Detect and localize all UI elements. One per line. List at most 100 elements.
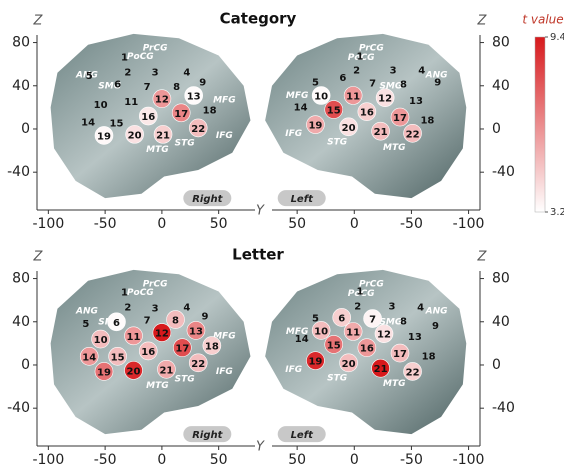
electrode-label: 2	[124, 68, 131, 79]
figure: -100-50050-4004080ZYCategoryPrCGPoCGANGS…	[0, 0, 564, 465]
electrode-label: 3	[389, 302, 396, 313]
x-axis-label: Y	[256, 440, 265, 455]
x-tick-label: -50	[400, 452, 423, 465]
electrode-label: 14	[81, 117, 95, 128]
x-tick-label: -100	[32, 216, 64, 232]
x-axis-label: Y	[256, 204, 265, 219]
electrode-label: 2	[124, 303, 131, 314]
electrode-label: 11	[124, 97, 138, 108]
electrode-label: 12	[377, 330, 391, 341]
y-axis-label: Z	[33, 250, 44, 265]
electrode-label: 17	[393, 349, 407, 360]
electrode-label: 18	[203, 106, 217, 117]
y-tick-label: 80	[12, 271, 30, 287]
y-tick-label: 0	[21, 121, 30, 137]
electrode-label: 19	[97, 131, 111, 142]
electrode-label: 17	[174, 109, 188, 120]
electrode-label: 22	[191, 359, 205, 370]
electrode-label: 3	[152, 68, 159, 79]
panel-title: Letter	[232, 246, 284, 264]
region-label: MFG	[213, 95, 236, 105]
y-tick-label: 40	[12, 314, 30, 330]
electrode-label: 22	[406, 367, 420, 378]
colorbar-tick-label: 9.4	[550, 32, 564, 43]
electrode-label: 5	[86, 71, 93, 82]
electrode-label: 18	[205, 342, 219, 353]
electrode-label: 13	[408, 332, 422, 343]
electrode-label: 7	[144, 82, 151, 93]
electrode-label: 16	[360, 108, 374, 119]
electrode-label: 21	[374, 127, 388, 138]
electrode-label: 15	[111, 352, 125, 363]
electrode-label: 1	[357, 286, 364, 297]
x-tick-label: -50	[94, 216, 117, 232]
region-label: ANG	[425, 306, 448, 316]
electrode-label: 13	[187, 91, 201, 102]
electrode-label: 10	[94, 100, 108, 111]
electrode-label: 16	[141, 112, 155, 123]
region-label: IFG	[216, 367, 233, 377]
x-tick-label: 0	[350, 452, 359, 465]
electrode-label: 12	[378, 94, 392, 105]
electrode-label: 7	[144, 316, 151, 327]
region-label: IFG	[285, 129, 302, 139]
electrode-label: 4	[183, 303, 190, 314]
x-tick-label: 0	[157, 216, 166, 232]
x-tick-label: -50	[94, 452, 117, 465]
y-tick-label: -40	[492, 400, 515, 416]
electrode-label: 15	[327, 340, 341, 351]
electrode-label: 7	[369, 79, 376, 90]
y-tick-label: 0	[492, 121, 501, 137]
x-tick-label: 0	[350, 216, 359, 232]
electrode-label: 9	[434, 77, 441, 88]
hemisphere-label: Left	[291, 194, 315, 205]
x-tick-label: -100	[453, 216, 485, 232]
electrode-label: 14	[294, 102, 308, 113]
x-tick-label: 50	[288, 452, 306, 465]
y-tick-label: -40	[7, 164, 30, 180]
x-tick-label: 50	[210, 216, 228, 232]
region-label: MTG	[383, 379, 405, 389]
electrode-label: 14	[82, 352, 96, 363]
y-tick-label: 40	[492, 78, 510, 94]
electrode-label: 6	[113, 318, 120, 329]
electrode-label: 6	[114, 80, 121, 91]
electrode-label: 20	[127, 366, 141, 377]
y-tick-label: 80	[492, 35, 510, 51]
x-tick-label: 50	[210, 452, 228, 465]
electrode-label: 22	[406, 129, 420, 140]
region-label: MFG	[286, 91, 309, 101]
y-tick-label: 0	[492, 357, 501, 373]
y-axis-label: Z	[477, 14, 488, 29]
hemisphere-label: Right	[192, 430, 223, 441]
electrode-label: 9	[202, 311, 209, 322]
electrode-label: 8	[172, 316, 179, 327]
electrode-label: 4	[417, 303, 424, 314]
region-label: PoCG	[127, 288, 154, 298]
electrode-label: 21	[374, 364, 388, 375]
y-tick-label: 80	[12, 35, 30, 51]
electrode-label: 17	[393, 113, 407, 124]
electrode-label: 22	[191, 124, 205, 135]
electrode-label: 10	[314, 326, 328, 337]
electrode-label: 9	[432, 321, 439, 332]
electrode-label: 12	[155, 95, 169, 106]
hemisphere-label: Left	[291, 430, 315, 441]
colorbar	[535, 37, 545, 212]
electrode-label: 6	[339, 73, 346, 84]
x-tick-label: -100	[32, 452, 64, 465]
y-tick-label: 40	[492, 314, 510, 330]
electrode-label: 21	[156, 130, 170, 141]
electrode-label: 2	[354, 302, 361, 313]
electrode-label: 15	[327, 106, 341, 117]
electrode-label: 4	[183, 68, 190, 79]
x-tick-label: 50	[288, 216, 306, 232]
electrode-label: 17	[175, 344, 189, 355]
electrode-label: 20	[128, 130, 142, 141]
electrode-label: 19	[308, 357, 322, 368]
hemisphere-label: Right	[192, 194, 223, 205]
electrode-label: 16	[141, 347, 155, 358]
electrode-label: 11	[346, 327, 360, 338]
region-label: MTG	[383, 143, 405, 153]
region-label: IFG	[285, 365, 302, 375]
